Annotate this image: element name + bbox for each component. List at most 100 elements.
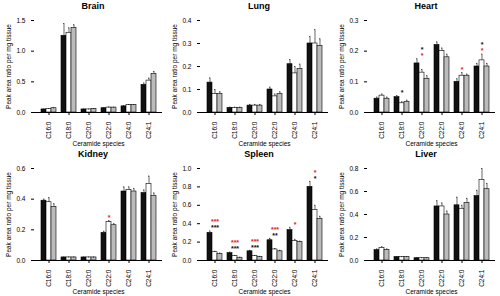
svg-text:C18:0: C18:0 xyxy=(398,269,405,287)
svg-text:C20:0: C20:0 xyxy=(418,121,425,139)
svg-text:C24:1: C24:1 xyxy=(478,121,485,139)
svg-text:C24:0: C24:0 xyxy=(458,269,465,287)
svg-text:0.8: 0.8 xyxy=(182,183,191,190)
svg-text:C24:1: C24:1 xyxy=(145,269,152,287)
svg-text:0.0: 0.0 xyxy=(16,257,25,264)
svg-text:C16:0: C16:0 xyxy=(211,121,218,139)
html-text:Lung: Lung xyxy=(248,1,270,11)
svg-text:Peak area ratio per mg tissue: Peak area ratio per mg tissue xyxy=(5,172,13,257)
svg-text:C18:0: C18:0 xyxy=(231,269,238,287)
svg-text:0.0: 0.0 xyxy=(182,109,191,116)
svg-text:C16:0: C16:0 xyxy=(378,269,385,287)
svg-text:C24:0: C24:0 xyxy=(291,269,298,287)
html-text:Brain: Brain xyxy=(81,1,105,11)
svg-text:***: *** xyxy=(231,239,239,246)
svg-text:*: * xyxy=(108,214,111,221)
svg-text:C20:0: C20:0 xyxy=(418,269,425,287)
svg-text:0.0: 0.0 xyxy=(16,109,25,116)
svg-text:*: * xyxy=(401,89,404,96)
svg-text:C16:0: C16:0 xyxy=(45,121,52,139)
svg-text:0.6: 0.6 xyxy=(16,165,25,172)
svg-text:0.1: 0.1 xyxy=(182,86,191,93)
svg-text:*: * xyxy=(421,46,424,53)
html-text:Heart: Heart xyxy=(414,1,438,11)
svg-text:***: *** xyxy=(251,244,259,251)
svg-text:0.2: 0.2 xyxy=(16,226,25,233)
svg-text:Peak area ratio per mg tissue: Peak area ratio per mg tissue xyxy=(171,172,179,257)
svg-text:0.4: 0.4 xyxy=(349,211,358,218)
svg-text:0.3: 0.3 xyxy=(349,17,358,24)
svg-text:*: * xyxy=(314,175,317,182)
svg-text:C20:0: C20:0 xyxy=(85,269,92,287)
svg-text:0.2: 0.2 xyxy=(349,234,358,241)
svg-text:**: ** xyxy=(272,232,278,239)
svg-text:***: *** xyxy=(251,238,259,245)
svg-text:C18:0: C18:0 xyxy=(65,121,72,139)
svg-text:*: * xyxy=(294,221,297,228)
svg-text:***: *** xyxy=(211,224,219,231)
svg-text:***: *** xyxy=(211,218,219,225)
svg-text:C16:0: C16:0 xyxy=(45,269,52,287)
svg-text:0.8: 0.8 xyxy=(349,165,358,172)
svg-text:0.4: 0.4 xyxy=(182,17,191,24)
svg-text:0.0: 0.0 xyxy=(349,257,358,264)
svg-text:C24:0: C24:0 xyxy=(458,121,465,139)
svg-text:Ceramide species: Ceramide species xyxy=(238,140,291,148)
svg-text:Ceramide species: Ceramide species xyxy=(405,140,458,148)
svg-text:C22:0: C22:0 xyxy=(271,269,278,287)
svg-text:0.4: 0.4 xyxy=(182,220,191,227)
svg-text:0.5: 0.5 xyxy=(16,78,25,85)
svg-text:C22:0: C22:0 xyxy=(271,121,278,139)
svg-text:C22:0: C22:0 xyxy=(105,269,112,287)
svg-text:Peak area ratio per mg tissue: Peak area ratio per mg tissue xyxy=(5,24,13,109)
svg-text:*: * xyxy=(314,169,317,176)
svg-text:***: *** xyxy=(271,226,279,233)
svg-text:C16:0: C16:0 xyxy=(211,269,218,287)
svg-text:1.0: 1.0 xyxy=(182,165,191,172)
svg-text:1.0: 1.0 xyxy=(16,47,25,54)
svg-text:Ceramide species: Ceramide species xyxy=(72,140,125,148)
svg-text:0.4: 0.4 xyxy=(16,195,25,202)
svg-text:C18:0: C18:0 xyxy=(231,121,238,139)
svg-text:C24:0: C24:0 xyxy=(291,121,298,139)
svg-text:0.3: 0.3 xyxy=(182,40,191,47)
svg-text:Peak area ratio per mg tissue: Peak area ratio per mg tissue xyxy=(338,172,346,257)
svg-text:C24:0: C24:0 xyxy=(125,269,132,287)
svg-text:0.0: 0.0 xyxy=(182,257,191,264)
svg-text:C24:1: C24:1 xyxy=(478,269,485,287)
svg-text:C20:0: C20:0 xyxy=(251,269,258,287)
svg-text:0.0: 0.0 xyxy=(349,109,358,116)
svg-text:Peak area ratio per mg tissue: Peak area ratio per mg tissue xyxy=(338,24,346,109)
svg-text:C16:0: C16:0 xyxy=(378,121,385,139)
svg-text:C22:0: C22:0 xyxy=(105,121,112,139)
svg-text:C24:1: C24:1 xyxy=(311,121,318,139)
svg-text:*: * xyxy=(481,41,484,48)
svg-text:***: *** xyxy=(231,245,239,252)
svg-text:C24:1: C24:1 xyxy=(145,121,152,139)
html-text:Spleen: Spleen xyxy=(244,149,274,159)
svg-text:C20:0: C20:0 xyxy=(251,121,258,139)
svg-text:C24:0: C24:0 xyxy=(125,121,132,139)
svg-text:C18:0: C18:0 xyxy=(398,121,405,139)
html-text:Liver: Liver xyxy=(415,149,437,159)
svg-text:Ceramide species: Ceramide species xyxy=(405,288,458,296)
svg-text:0.6: 0.6 xyxy=(182,201,191,208)
svg-text:*: * xyxy=(481,47,484,54)
svg-text:C22:0: C22:0 xyxy=(438,121,445,139)
svg-text:Ceramide species: Ceramide species xyxy=(238,288,291,296)
svg-text:C20:0: C20:0 xyxy=(85,121,92,139)
svg-text:*: * xyxy=(421,52,424,59)
svg-text:C24:1: C24:1 xyxy=(311,269,318,287)
svg-text:*: * xyxy=(461,66,464,73)
svg-text:0.6: 0.6 xyxy=(349,188,358,195)
svg-text:0.1: 0.1 xyxy=(349,78,358,85)
svg-text:0.2: 0.2 xyxy=(182,238,191,245)
svg-text:Ceramide species: Ceramide species xyxy=(72,288,125,296)
svg-text:C18:0: C18:0 xyxy=(65,269,72,287)
svg-text:1.5: 1.5 xyxy=(16,17,25,24)
svg-text:0.2: 0.2 xyxy=(182,63,191,70)
svg-text:0.2: 0.2 xyxy=(349,47,358,54)
svg-text:Peak area ratio per mg tissue: Peak area ratio per mg tissue xyxy=(171,24,179,109)
svg-text:C22:0: C22:0 xyxy=(438,269,445,287)
html-text:Kidney: Kidney xyxy=(78,149,108,159)
